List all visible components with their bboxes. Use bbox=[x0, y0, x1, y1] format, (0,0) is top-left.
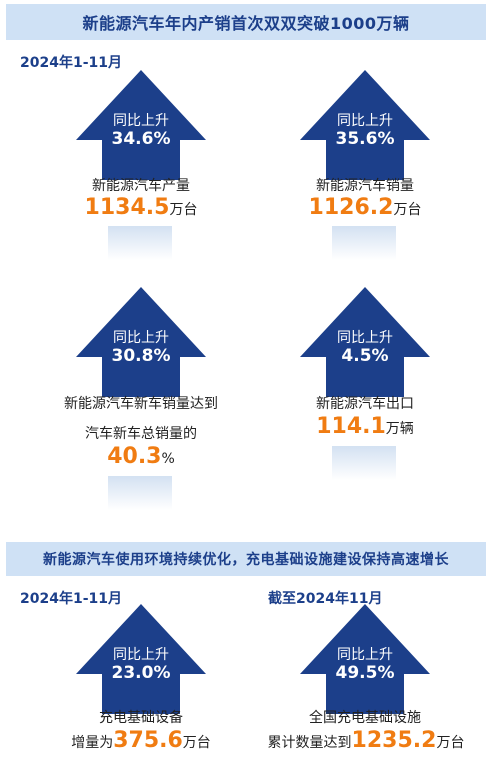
stat-number: 375.6 bbox=[113, 728, 183, 753]
shadow-decoration bbox=[108, 476, 172, 510]
stat-unit: 万台 bbox=[436, 735, 465, 751]
stat-number: 1126.2 bbox=[308, 195, 394, 220]
arrow-caption: 同比上升 bbox=[113, 330, 169, 346]
arrow-caption: 同比上升 bbox=[113, 113, 169, 129]
growth-percent: 35.6% bbox=[335, 129, 395, 149]
arrow-caption: 同比上升 bbox=[337, 113, 393, 129]
growth-percent: 49.5% bbox=[335, 663, 395, 683]
stat-label-line2: 汽车新车总销量的 bbox=[85, 426, 197, 442]
stat-label: 新能源汽车出口 bbox=[316, 396, 414, 412]
period-label: 2024年1-11月 bbox=[20, 591, 122, 607]
section-banner-production: 新能源汽车年内产销首次双双突破1000万辆 bbox=[6, 4, 486, 40]
stat-prefix: 增量为 bbox=[71, 735, 114, 751]
growth-percent: 34.6% bbox=[111, 129, 171, 149]
arrow-up-icon: 同比上升 49.5% bbox=[300, 604, 430, 714]
shadow-decoration bbox=[332, 226, 396, 260]
stat-number: 1235.2 bbox=[351, 728, 437, 753]
period-label: 截至2024年11月 bbox=[268, 591, 383, 607]
arrow-up-icon: 同比上升 34.6% bbox=[76, 70, 206, 180]
stat-label: 全国充电基础设施 bbox=[309, 710, 421, 726]
stat-prefix: 累计数量达到 bbox=[267, 735, 352, 751]
stat-value: 114.1万辆 bbox=[264, 414, 466, 439]
stat-number: 114.1 bbox=[316, 414, 386, 439]
arrow-up-icon: 同比上升 23.0% bbox=[76, 604, 206, 714]
arrow-caption: 同比上升 bbox=[337, 647, 393, 663]
stat-unit: 万台 bbox=[393, 202, 422, 218]
stat-value: 1134.5万台 bbox=[40, 195, 242, 220]
stat-value: 40.3% bbox=[30, 444, 252, 469]
stat-value: 增量为375.6万台 bbox=[20, 728, 262, 753]
shadow-decoration bbox=[332, 446, 396, 480]
stat-unit: 万台 bbox=[169, 202, 198, 218]
period-label: 2024年1-11月 bbox=[20, 55, 122, 71]
arrow-caption: 同比上升 bbox=[113, 647, 169, 663]
arrow-caption: 同比上升 bbox=[337, 330, 393, 346]
arrow-up-icon: 同比上升 30.8% bbox=[76, 287, 206, 397]
stat-value: 1126.2万台 bbox=[264, 195, 466, 220]
arrow-up-icon: 同比上升 4.5% bbox=[300, 287, 430, 397]
arrow-up-icon: 同比上升 35.6% bbox=[300, 70, 430, 180]
growth-percent: 4.5% bbox=[341, 346, 389, 366]
growth-percent: 23.0% bbox=[111, 663, 171, 683]
shadow-decoration bbox=[108, 226, 172, 260]
stat-label: 新能源汽车产量 bbox=[92, 178, 190, 194]
stat-unit: 万辆 bbox=[385, 421, 414, 437]
section-banner-charging: 新能源汽车使用环境持续优化，充电基础设施建设保持高速增长 bbox=[6, 542, 486, 576]
stat-number: 1134.5 bbox=[84, 195, 170, 220]
stat-unit: % bbox=[161, 451, 175, 467]
stat-label: 新能源汽车新车销量达到 bbox=[64, 396, 218, 412]
stat-unit: 万台 bbox=[182, 735, 211, 751]
stat-number: 40.3 bbox=[107, 444, 162, 469]
stat-label: 新能源汽车销量 bbox=[316, 178, 414, 194]
stat-label: 充电基础设备 bbox=[99, 710, 183, 726]
growth-percent: 30.8% bbox=[111, 346, 171, 366]
stat-value: 累计数量达到1235.2万台 bbox=[244, 728, 488, 753]
